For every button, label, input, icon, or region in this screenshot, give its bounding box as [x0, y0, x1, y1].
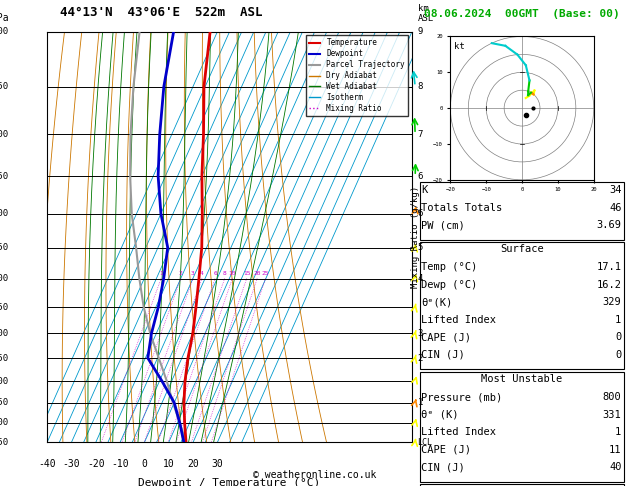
Text: 15: 15: [243, 272, 250, 277]
Text: 20: 20: [187, 459, 199, 469]
Text: 1: 1: [615, 427, 621, 437]
Text: 4: 4: [200, 272, 204, 277]
Text: 800: 800: [603, 392, 621, 402]
Text: 20: 20: [253, 272, 261, 277]
Text: 0: 0: [615, 350, 621, 360]
Text: 17.1: 17.1: [596, 262, 621, 273]
Text: 329: 329: [603, 297, 621, 308]
Text: -30: -30: [63, 459, 81, 469]
Text: 700: 700: [0, 329, 8, 338]
Text: 11: 11: [609, 445, 621, 455]
Legend: Temperature, Dewpoint, Parcel Trajectory, Dry Adiabat, Wet Adiabat, Isotherm, Mi: Temperature, Dewpoint, Parcel Trajectory…: [306, 35, 408, 116]
Text: Totals Totals: Totals Totals: [421, 203, 503, 213]
Text: 3: 3: [418, 329, 423, 338]
Text: 44°13'N  43°06'E  522m  ASL: 44°13'N 43°06'E 522m ASL: [60, 6, 262, 19]
Text: 8: 8: [223, 272, 226, 277]
Text: 1: 1: [159, 272, 163, 277]
Text: Most Unstable: Most Unstable: [481, 374, 563, 384]
Text: 400: 400: [0, 130, 8, 139]
Text: 900: 900: [0, 418, 8, 428]
Text: K: K: [421, 185, 428, 195]
Text: -10: -10: [111, 459, 129, 469]
Text: 850: 850: [0, 398, 8, 407]
Text: 600: 600: [0, 274, 8, 283]
Text: 4: 4: [418, 274, 423, 283]
Text: -20: -20: [87, 459, 104, 469]
Text: Temp (°C): Temp (°C): [421, 262, 477, 273]
Text: 0: 0: [142, 459, 147, 469]
Text: 8: 8: [418, 82, 423, 91]
Text: 3.69: 3.69: [596, 220, 621, 230]
Text: CAPE (J): CAPE (J): [421, 332, 471, 343]
Text: 30: 30: [211, 459, 223, 469]
Text: 16.2: 16.2: [596, 280, 621, 290]
Text: Mixing Ratio (g/kg): Mixing Ratio (g/kg): [411, 186, 420, 288]
Text: θᵉ (K): θᵉ (K): [421, 410, 459, 420]
Text: 2: 2: [179, 272, 182, 277]
Text: Lifted Index: Lifted Index: [421, 315, 496, 325]
Text: 40: 40: [609, 462, 621, 472]
Text: 0: 0: [615, 332, 621, 343]
Text: 34: 34: [609, 185, 621, 195]
Text: 650: 650: [0, 303, 8, 312]
Text: 1: 1: [615, 315, 621, 325]
Text: kt: kt: [454, 42, 465, 51]
Text: hPa: hPa: [0, 13, 8, 23]
Text: 6: 6: [213, 272, 217, 277]
Text: 750: 750: [0, 353, 8, 363]
Text: 800: 800: [0, 377, 8, 385]
Text: -40: -40: [38, 459, 56, 469]
Text: Surface: Surface: [500, 244, 544, 255]
Text: 46: 46: [609, 203, 621, 213]
Text: 300: 300: [0, 27, 8, 36]
Text: 25: 25: [262, 272, 269, 277]
Text: CIN (J): CIN (J): [421, 350, 465, 360]
Text: Lifted Index: Lifted Index: [421, 427, 496, 437]
Text: 2: 2: [418, 353, 423, 363]
Text: © weatheronline.co.uk: © weatheronline.co.uk: [253, 470, 376, 480]
Text: LCL: LCL: [418, 438, 433, 447]
Text: km
ASL: km ASL: [418, 4, 433, 23]
Text: 550: 550: [0, 243, 8, 252]
Text: θᵉ(K): θᵉ(K): [421, 297, 453, 308]
Text: 500: 500: [0, 209, 8, 218]
Text: 350: 350: [0, 82, 8, 91]
Text: 1: 1: [418, 398, 423, 407]
Text: Pressure (mb): Pressure (mb): [421, 392, 503, 402]
Text: 950: 950: [0, 438, 8, 447]
Text: 10: 10: [163, 459, 175, 469]
Text: PW (cm): PW (cm): [421, 220, 465, 230]
Text: 450: 450: [0, 172, 8, 180]
Text: 6: 6: [418, 172, 423, 180]
Text: CIN (J): CIN (J): [421, 462, 465, 472]
Text: 08.06.2024  00GMT  (Base: 00): 08.06.2024 00GMT (Base: 00): [424, 9, 620, 19]
Text: Dewpoint / Temperature (°C): Dewpoint / Temperature (°C): [138, 478, 321, 486]
Text: 3: 3: [191, 272, 195, 277]
Text: 7: 7: [418, 130, 423, 139]
Text: 331: 331: [603, 410, 621, 420]
Text: 6: 6: [418, 209, 423, 218]
Text: 5: 5: [418, 243, 423, 252]
Text: 10: 10: [228, 272, 236, 277]
Text: CAPE (J): CAPE (J): [421, 445, 471, 455]
Text: Dewp (°C): Dewp (°C): [421, 280, 477, 290]
Text: 9: 9: [418, 27, 423, 36]
